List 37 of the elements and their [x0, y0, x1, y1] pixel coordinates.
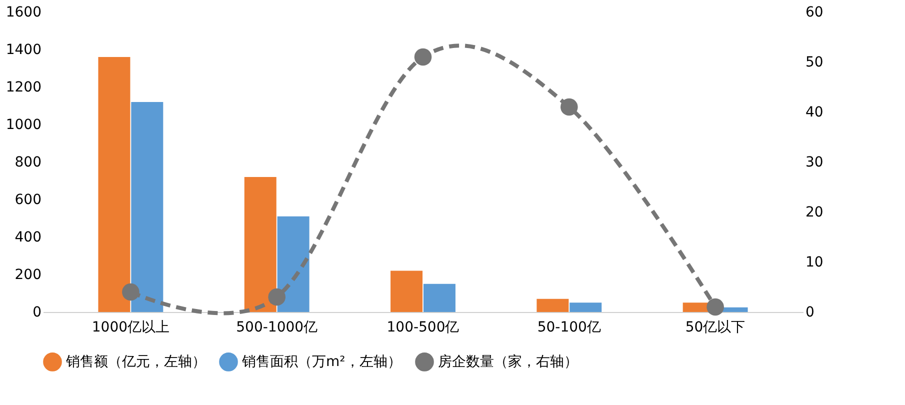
bar [244, 177, 276, 312]
y-tick-label: 200 [14, 267, 42, 283]
y2-tick-label: 20 [806, 204, 824, 220]
legend-label: 房企数量（家，右轴） [438, 354, 578, 370]
bar [277, 216, 310, 312]
y-tick-label: 600 [14, 192, 42, 208]
bar [536, 298, 569, 312]
y-tick-label: 1200 [6, 80, 42, 96]
y2-tick-label: 50 [806, 54, 824, 70]
x-tick-label: 50-100亿 [537, 320, 601, 336]
y-tick-label: 1000 [6, 117, 42, 133]
y2-tick-label: 0 [806, 304, 814, 320]
y-tick-label: 1600 [6, 4, 42, 20]
y-tick-label: 800 [14, 154, 42, 170]
bar [570, 302, 602, 312]
point [706, 298, 724, 316]
bar [98, 57, 130, 312]
legend-label: 销售面积（万m²，左轴） [241, 354, 402, 370]
y-tick-label: 0 [32, 304, 42, 320]
y-tick-label: 1400 [6, 42, 42, 58]
y-tick-label: 400 [14, 230, 42, 246]
x-tick-label: 500-1000亿 [236, 320, 318, 336]
x-tick-label: 100-500亿 [386, 320, 460, 336]
y2-tick-label: 60 [806, 4, 824, 20]
point [414, 48, 432, 66]
bar [131, 102, 164, 312]
x-tick-label: 50亿以下 [685, 320, 746, 336]
bar [390, 270, 423, 312]
y2-tick-label: 10 [806, 254, 824, 270]
y2-tick-label: 40 [806, 104, 824, 120]
point [122, 283, 140, 301]
bar [423, 284, 456, 312]
y2-tick-label: 30 [806, 154, 824, 170]
legend-label: 销售额（亿元，左轴） [65, 354, 206, 370]
x-tick-label: 1000亿以上 [92, 320, 170, 336]
point [268, 288, 286, 306]
point [560, 98, 578, 116]
